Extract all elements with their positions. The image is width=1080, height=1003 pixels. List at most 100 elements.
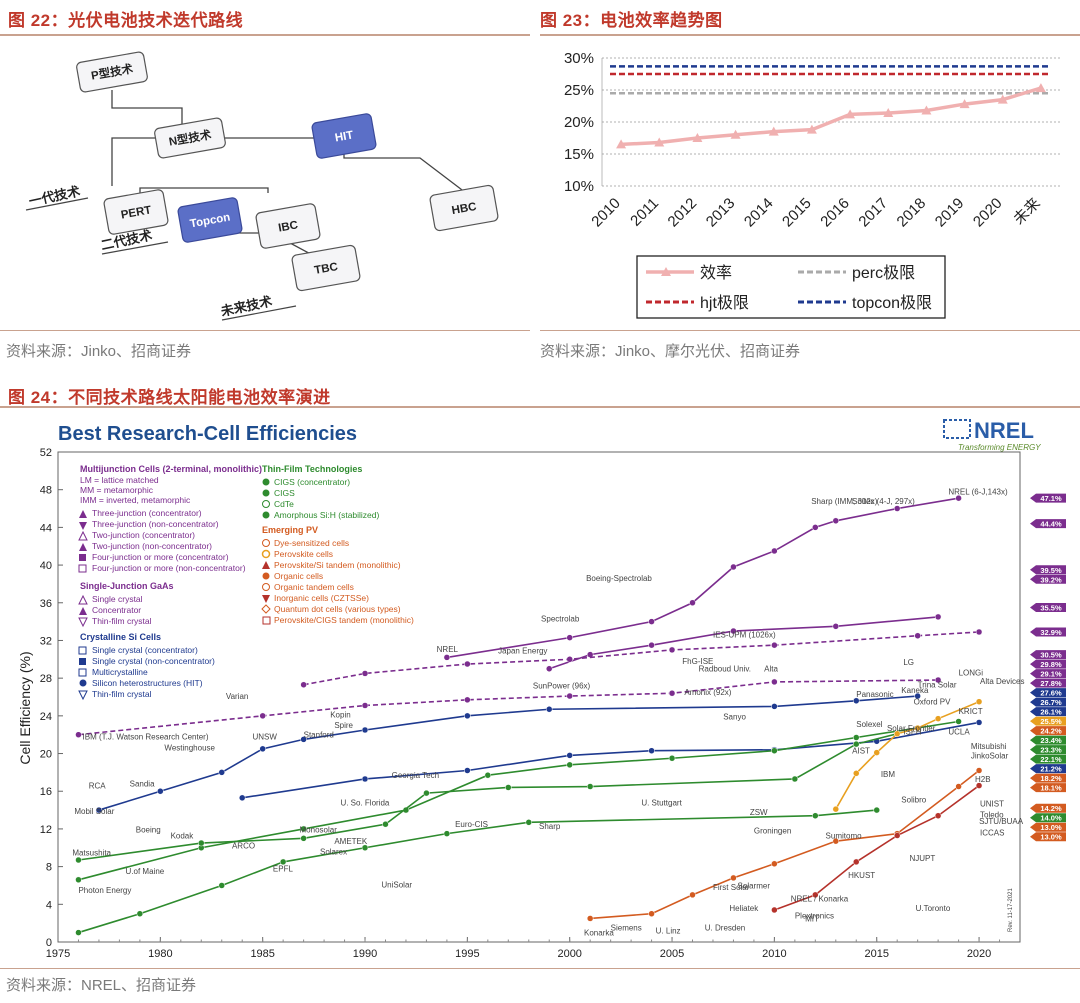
nrel-annotation: Solexel	[856, 720, 882, 729]
nrel-data-point	[545, 706, 553, 713]
nrel-y-axis-label: Cell Efficiency (%)	[17, 651, 33, 764]
nrel-xtick-label: 2010	[762, 948, 786, 960]
nrel-annotation: First Solar	[713, 883, 750, 892]
nrel-data-point	[914, 632, 921, 639]
nrel-record-label-text: 25.5%	[1040, 717, 1062, 726]
nrel-annotation: H2B	[975, 775, 991, 784]
nrel-data-point	[730, 563, 737, 571]
nrel-annotation: MIT	[805, 914, 819, 923]
nrel-data-point	[975, 628, 983, 636]
svg-text:Concentrator: Concentrator	[92, 605, 141, 615]
node-ibc: IBC	[255, 203, 321, 249]
nrel-data-point	[300, 835, 307, 842]
legend-topcon: topcon极限	[852, 294, 932, 312]
nrel-record-label-text: 18.2%	[1040, 774, 1062, 783]
nrel-ytick-label: 12	[40, 824, 52, 836]
nrel-annotation: IBM	[881, 770, 896, 779]
nrel-data-point	[873, 749, 880, 756]
nrel-data-point	[893, 832, 901, 839]
nrel-legend-left: Multijunction Cells (2-terminal, monolit…	[78, 464, 262, 701]
trend-efficiency-point	[730, 129, 741, 139]
trend-ytick-label: 30%	[564, 50, 594, 67]
nrel-record-label-text: 27.6%	[1040, 689, 1062, 698]
nrel-data-point	[648, 641, 655, 649]
nrel-data-point	[853, 697, 860, 705]
svg-text:Organic cells: Organic cells	[274, 571, 323, 581]
svg-text:Organic tandem cells: Organic tandem cells	[274, 582, 354, 592]
nrel-annotation: LG	[903, 658, 914, 667]
nrel-data-point	[668, 646, 676, 654]
nrel-annotation: IES-UPM (1026x)	[713, 631, 776, 640]
nrel-annotation: Monosolar	[300, 826, 338, 835]
node-topcon: Topcon	[177, 197, 243, 243]
svg-text:Inorganic cells (CZTSSe): Inorganic cells (CZTSSe)	[274, 593, 369, 603]
trend-ytick-label: 10%	[564, 178, 594, 195]
nrel-series-line-0	[446, 497, 959, 659]
nrel-annotation: Mitsubishi	[971, 742, 1007, 751]
nrel-ytick-label: 20	[40, 749, 52, 761]
nrel-plot-frame	[57, 451, 1021, 943]
nrel-record-label: 18.1%	[1030, 783, 1066, 793]
fig23-title: 图 23：电池效率趋势图	[540, 11, 723, 30]
nrel-annotation: UNIST	[980, 799, 1004, 808]
nrel-annotation: LONGi	[959, 668, 984, 677]
nrel-annotation: Spectrolab	[541, 615, 580, 624]
nrel-annotation: U. So. Florida	[340, 798, 389, 807]
nrel-ytick-label: 8	[46, 862, 52, 874]
nrel-annotation: Solarmer	[738, 881, 771, 890]
fig22-bottom-rule	[0, 330, 530, 331]
nrel-series-line-4	[98, 695, 918, 811]
nrel-record-label: 14.2%	[1030, 803, 1066, 813]
nrel-data-point	[648, 618, 655, 625]
nrel-data-point	[75, 731, 82, 738]
nrel-data-point	[975, 782, 983, 789]
trend-efficiency-point	[997, 94, 1008, 104]
nrel-data-point	[464, 660, 471, 668]
nrel-annotation: Oxford PV	[914, 698, 952, 707]
nrel-record-label-text: 21.2%	[1040, 765, 1062, 774]
trend-xtick-label: 2016	[817, 195, 853, 231]
nrel-data-point	[300, 681, 307, 688]
nrel-annotation: Solibro	[901, 796, 926, 805]
nrel-record-label: 39.5%	[1030, 565, 1066, 575]
nrel-record-label-text: 27.8%	[1040, 679, 1062, 688]
nrel-annotation: Solarex	[320, 847, 347, 856]
nrel-data-point	[730, 627, 737, 635]
trend-xtick-label: 2013	[703, 195, 739, 231]
nrel-annotation: Sharp	[539, 822, 561, 831]
trend-efficiency-point	[959, 99, 970, 109]
nrel-annotation: Panasonic	[856, 690, 893, 699]
trend-xtick-label: 未来	[1011, 195, 1044, 228]
nrel-annotation: Georgia Tech	[392, 771, 439, 780]
nrel-data-point	[771, 906, 778, 914]
svg-text:Thin-Film Technologies: Thin-Film Technologies	[262, 464, 362, 474]
nrel-record-label-text: 39.5%	[1040, 566, 1062, 575]
nrel-annotation: U.Toronto	[916, 904, 951, 913]
nrel-record-label-text: 47.1%	[1040, 494, 1062, 503]
svg-text:Perovskite/Si tandem (monolith: Perovskite/Si tandem (monolithic)	[274, 560, 401, 570]
nrel-record-label-text: 18.1%	[1040, 784, 1062, 793]
nrel-annotation: Kopin	[330, 711, 350, 720]
nrel-record-label-text: 35.5%	[1040, 603, 1062, 612]
nrel-series-line-7	[78, 732, 898, 861]
nrel-data-point	[566, 761, 573, 769]
fig22-title: 图 22：光伏电池技术迭代路线	[8, 11, 244, 30]
nrel-series-line-6	[78, 720, 959, 881]
nrel-ytick-label: 48	[40, 485, 52, 497]
fig23-bottom-rule	[540, 330, 1080, 331]
nrel-data-point	[423, 789, 430, 797]
nrel-data-point	[812, 812, 819, 819]
nrel-data-point	[525, 819, 533, 826]
nrel-record-label: 21.2%	[1030, 764, 1066, 774]
nrel-record-label-text: 26.7%	[1040, 698, 1062, 707]
nrel-data-point	[934, 613, 942, 621]
nrel-annotation: SJTU/BUAA	[979, 817, 1024, 826]
legend-triangle-marker	[661, 267, 671, 276]
trend-xtick-label: 2010	[588, 195, 624, 231]
nrel-annotation: Varian	[226, 692, 249, 701]
nrel-annotation: Sandia	[130, 780, 155, 789]
nrel-record-label: 27.8%	[1030, 678, 1066, 688]
nrel-annotation: Alta	[764, 665, 778, 674]
nrel-xtick-label: 1985	[250, 948, 274, 960]
nrel-data-point	[853, 734, 860, 741]
